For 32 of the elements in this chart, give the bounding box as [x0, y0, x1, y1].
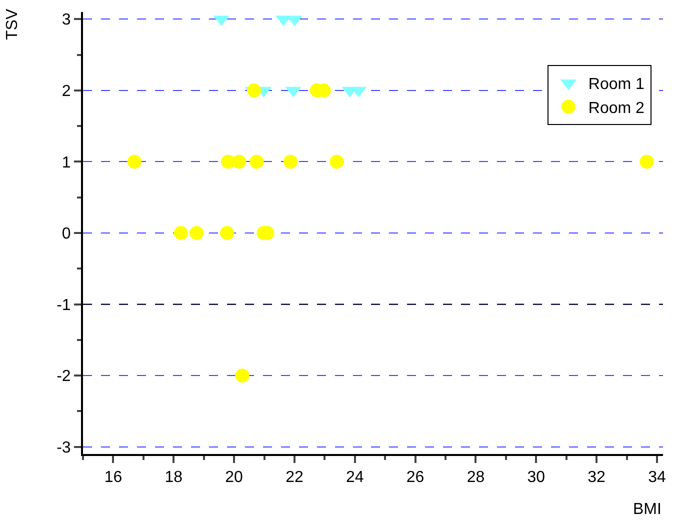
x-tick-label: 18: [164, 469, 183, 486]
y-tick-label: 0: [62, 226, 71, 243]
x-tick-label: 20: [225, 469, 244, 486]
x-tick-label: 24: [346, 469, 364, 486]
y-tick-label: -2: [56, 368, 71, 386]
legend-label: Room 2: [588, 100, 645, 117]
point: [235, 368, 250, 383]
point: [127, 154, 142, 169]
point: [232, 154, 246, 169]
x-tick-label: 32: [588, 469, 606, 486]
point: [246, 83, 261, 98]
y-tick-label: 2: [62, 83, 71, 100]
y-tick-label: -3: [56, 439, 71, 456]
point: [330, 154, 344, 169]
x-tick-label: 28: [466, 469, 485, 486]
point: [220, 226, 234, 240]
y-tick-label: 1: [62, 154, 71, 172]
x-tick-label: 16: [104, 469, 122, 486]
x-tick-label: 34: [648, 469, 666, 486]
x-tick-label: 30: [527, 469, 546, 486]
point: [174, 226, 188, 240]
y-axis-title: TSV: [4, 8, 21, 40]
point: [284, 154, 298, 169]
point: [640, 154, 654, 169]
point: [250, 154, 264, 169]
x-tick-label: 22: [286, 469, 304, 486]
point: [190, 226, 204, 240]
legend-label: Room 1: [588, 76, 645, 94]
x-axis-title: BMI: [633, 501, 662, 518]
y-tick-label: -1: [56, 296, 71, 314]
x-tick-label: 26: [406, 469, 424, 486]
y-tick-label: 3: [62, 12, 71, 29]
